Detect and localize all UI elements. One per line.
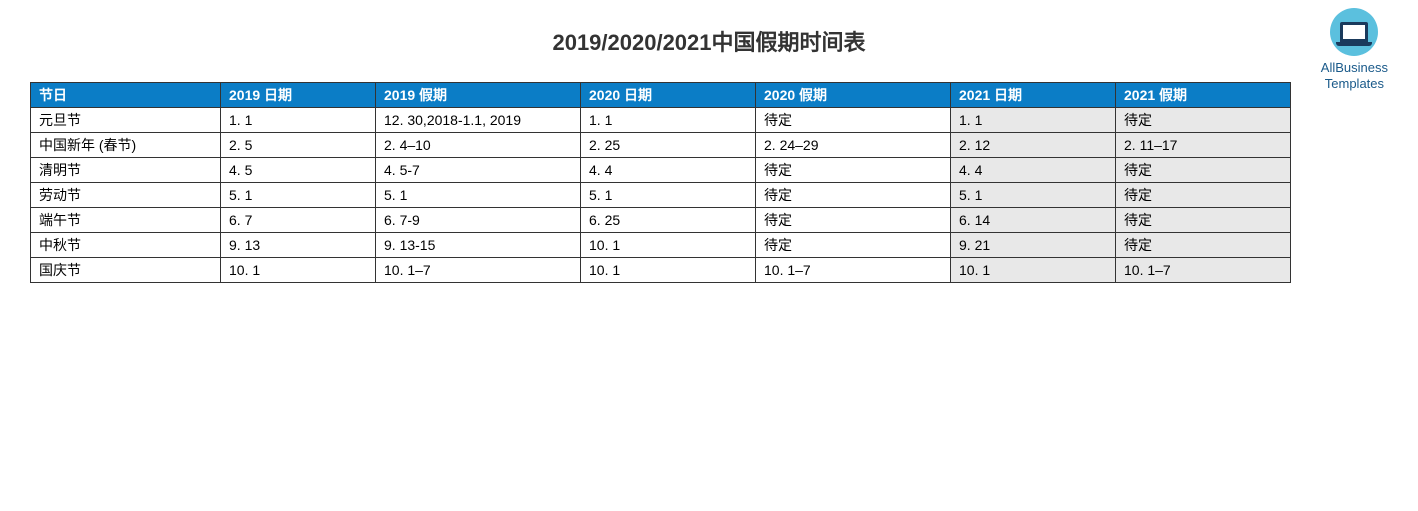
table-cell: 10. 1	[951, 258, 1116, 283]
table-cell: 中国新年 (春节)	[31, 133, 221, 158]
col-header: 2020 日期	[581, 83, 756, 108]
table-cell: 清明节	[31, 158, 221, 183]
table-cell: 12. 30,2018-1.1, 2019	[376, 108, 581, 133]
table-cell: 待定	[1116, 208, 1291, 233]
table-cell: 待定	[1116, 108, 1291, 133]
table-cell: 10. 1–7	[376, 258, 581, 283]
brand-logo: AllBusiness Templates	[1321, 8, 1388, 91]
table-cell: 4. 4	[951, 158, 1116, 183]
table-cell: 4. 4	[581, 158, 756, 183]
table-cell: 10. 1	[221, 258, 376, 283]
table-cell: 待定	[756, 108, 951, 133]
table-cell: 4. 5-7	[376, 158, 581, 183]
table-cell: 2. 11–17	[1116, 133, 1291, 158]
table-row: 中秋节9. 139. 13-1510. 1待定9. 21待定	[31, 233, 1291, 258]
table-cell: 6. 14	[951, 208, 1116, 233]
table-cell: 6. 7-9	[376, 208, 581, 233]
table-cell: 5. 1	[376, 183, 581, 208]
table-cell: 待定	[1116, 233, 1291, 258]
table-cell: 1. 1	[581, 108, 756, 133]
table-cell: 10. 1–7	[756, 258, 951, 283]
table-cell: 中秋节	[31, 233, 221, 258]
logo-badge	[1330, 8, 1378, 56]
table-cell: 待定	[756, 183, 951, 208]
table-row: 端午节6. 76. 7-96. 25待定6. 14待定	[31, 208, 1291, 233]
col-header: 2019 假期	[376, 83, 581, 108]
table-cell: 9. 21	[951, 233, 1116, 258]
page-title: 2019/2020/2021中国假期时间表	[20, 25, 1398, 57]
logo-text-line2: Templates	[1321, 76, 1388, 92]
col-header: 2019 日期	[221, 83, 376, 108]
col-header: 2020 假期	[756, 83, 951, 108]
table-cell: 端午节	[31, 208, 221, 233]
table-cell: 2. 5	[221, 133, 376, 158]
logo-text-line1: AllBusiness	[1321, 60, 1388, 76]
table-cell: 6. 7	[221, 208, 376, 233]
table-cell: 5. 1	[581, 183, 756, 208]
table-row: 国庆节10. 110. 1–710. 110. 1–710. 110. 1–7	[31, 258, 1291, 283]
table-cell: 10. 1–7	[1116, 258, 1291, 283]
table-header-row: 节日 2019 日期 2019 假期 2020 日期 2020 假期 2021 …	[31, 83, 1291, 108]
holiday-table: 节日 2019 日期 2019 假期 2020 日期 2020 假期 2021 …	[30, 82, 1291, 283]
table-cell: 9. 13	[221, 233, 376, 258]
table-cell: 待定	[1116, 183, 1291, 208]
table-cell: 待定	[756, 158, 951, 183]
table-cell: 5. 1	[221, 183, 376, 208]
col-header: 节日	[31, 83, 221, 108]
table-cell: 国庆节	[31, 258, 221, 283]
col-header: 2021 假期	[1116, 83, 1291, 108]
table-row: 清明节4. 54. 5-74. 4待定4. 4待定	[31, 158, 1291, 183]
table-row: 中国新年 (春节)2. 52. 4–102. 252. 24–292. 122.…	[31, 133, 1291, 158]
col-header: 2021 日期	[951, 83, 1116, 108]
table-cell: 待定	[756, 208, 951, 233]
table-cell: 6. 25	[581, 208, 756, 233]
table-row: 劳动节5. 15. 15. 1待定5. 1待定	[31, 183, 1291, 208]
table-cell: 2. 12	[951, 133, 1116, 158]
table-cell: 10. 1	[581, 233, 756, 258]
table-cell: 待定	[1116, 158, 1291, 183]
table-cell: 10. 1	[581, 258, 756, 283]
table-cell: 4. 5	[221, 158, 376, 183]
table-cell: 1. 1	[951, 108, 1116, 133]
table-cell: 2. 4–10	[376, 133, 581, 158]
laptop-icon	[1340, 22, 1368, 42]
table-row: 元旦节1. 112. 30,2018-1.1, 20191. 1待定1. 1待定	[31, 108, 1291, 133]
table-cell: 劳动节	[31, 183, 221, 208]
table-cell: 5. 1	[951, 183, 1116, 208]
table-cell: 元旦节	[31, 108, 221, 133]
table-cell: 2. 25	[581, 133, 756, 158]
table-cell: 2. 24–29	[756, 133, 951, 158]
table-cell: 1. 1	[221, 108, 376, 133]
table-cell: 待定	[756, 233, 951, 258]
table-cell: 9. 13-15	[376, 233, 581, 258]
